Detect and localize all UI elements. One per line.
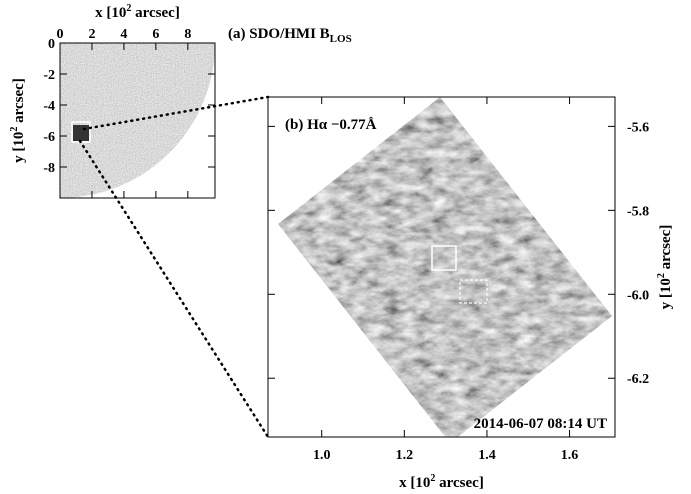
date-annotation: 2014-06-07 08:14 UT — [474, 416, 607, 432]
label-text: arcsec] — [435, 475, 483, 491]
label-text: arcsec] — [131, 5, 179, 21]
y-tick-label: -4 — [43, 99, 55, 114]
label-text: x [10 — [399, 475, 430, 491]
x-tick-label: 0 — [57, 27, 64, 42]
zoom-line — [82, 95, 270, 131]
x-axis-label: x [102 arcsec] — [95, 3, 180, 21]
zoom-box — [431, 245, 457, 271]
label-sup: 2 — [656, 273, 667, 278]
panel-title: (a) SDO/HMI BLOS — [228, 26, 352, 45]
x-tick-label: 1.6 — [561, 448, 579, 463]
y-tick-label: -8 — [43, 161, 55, 176]
y-tick-label: -6 — [43, 130, 55, 145]
y-tick-label: 0 — [48, 37, 55, 52]
x-axis-label: x [102 arcsec] — [399, 473, 484, 491]
axes-frame — [59, 42, 216, 199]
x-tick-label: 1.2 — [396, 448, 414, 463]
label-text: arcsec] — [11, 78, 27, 126]
x-tick-label: 4 — [120, 27, 127, 42]
label-text: y [10 — [11, 132, 27, 163]
y-tick-label: -6.2 — [627, 372, 649, 387]
x-tick-label: 6 — [152, 27, 159, 42]
title-sub: LOS — [330, 33, 352, 45]
zoom-line — [78, 139, 270, 439]
label-sup: 2 — [126, 3, 131, 14]
axes-frame — [267, 96, 616, 438]
y-tick-label: -5.6 — [627, 120, 649, 135]
y-axis-label: y [102 arcsec] — [656, 225, 674, 310]
x-tick-label: 8 — [184, 27, 191, 42]
panel-title: (b) Hα −0.77Å — [285, 117, 377, 133]
label-sup: 2 — [430, 473, 435, 484]
x-tick-label: 1.0 — [313, 448, 331, 463]
x-tick-label: 2 — [88, 27, 95, 42]
y-tick-label: -2 — [43, 68, 55, 83]
label-text: x [10 — [95, 5, 126, 21]
y-tick-label: -6.0 — [627, 288, 649, 303]
y-axis-label: y [102 arcsec] — [9, 78, 27, 163]
y-tick-label: -5.8 — [627, 204, 649, 219]
label-sup: 2 — [9, 127, 20, 132]
x-tick-label: 1.4 — [478, 448, 496, 463]
label-text: y [10 — [658, 278, 674, 309]
label-text: arcsec] — [658, 225, 674, 273]
title-text: (a) SDO/HMI B — [228, 26, 330, 42]
ar-patch — [73, 125, 89, 141]
